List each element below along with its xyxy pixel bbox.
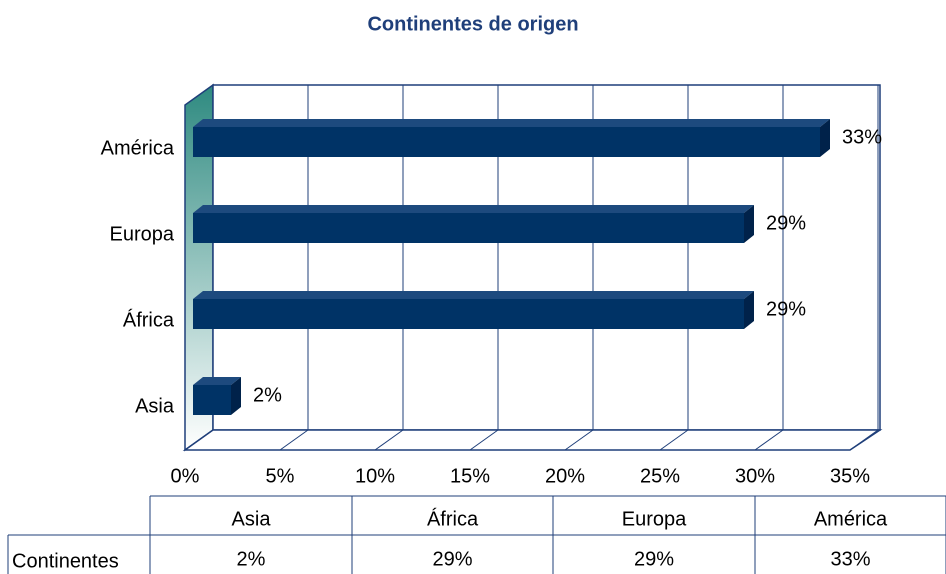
- floor-grid-line: [564, 429, 594, 451]
- x-tick-label: 5%: [266, 465, 295, 487]
- floor-grid-line: [279, 429, 309, 451]
- table-header: América: [814, 508, 888, 530]
- floor-grid-line: [184, 429, 214, 451]
- bar-side: [820, 119, 830, 157]
- y-tick-label: Asia: [135, 395, 175, 417]
- bar: [193, 127, 820, 157]
- floor-grid-line: [374, 429, 404, 451]
- floor: [182, 429, 883, 451]
- bar-side: [231, 377, 241, 415]
- bar-side: [744, 291, 754, 329]
- y-tick-label: Europa: [110, 223, 175, 245]
- value-label: 2%: [253, 384, 282, 406]
- value-label: 33%: [842, 126, 882, 148]
- floor-grid-line: [469, 429, 499, 451]
- value-label: 29%: [766, 212, 806, 234]
- table-row-label: Continentes: [12, 550, 119, 572]
- table-header: Asia: [232, 508, 272, 530]
- chart-title: Continentes de origen: [367, 13, 578, 35]
- table-cell: 29%: [634, 548, 674, 570]
- x-tick-label: 10%: [355, 465, 395, 487]
- x-tick-label: 35%: [830, 465, 870, 487]
- y-tick-label: África: [123, 308, 175, 331]
- bar-top: [193, 119, 830, 127]
- floor-grid-line: [754, 429, 784, 451]
- table-cell: 29%: [432, 548, 472, 570]
- table-cell: 33%: [830, 548, 870, 570]
- x-tick-label: 30%: [735, 465, 775, 487]
- table-cell: 2%: [237, 548, 266, 570]
- bar: [193, 385, 231, 415]
- bar: [193, 213, 744, 243]
- y-tick-label: América: [101, 137, 175, 159]
- floor-grid-line: [849, 429, 879, 451]
- table-header: África: [427, 507, 479, 530]
- table-header: Europa: [622, 508, 687, 530]
- x-tick-label: 20%: [545, 465, 585, 487]
- bar-top: [193, 205, 754, 213]
- x-tick-label: 0%: [171, 465, 200, 487]
- value-label: 29%: [766, 298, 806, 320]
- floor-grid-line: [659, 429, 689, 451]
- bar-top: [193, 377, 241, 385]
- bar: [193, 299, 744, 329]
- x-tick-label: 15%: [450, 465, 490, 487]
- x-tick-label: 25%: [640, 465, 680, 487]
- bar-side: [744, 205, 754, 243]
- bar-top: [193, 291, 754, 299]
